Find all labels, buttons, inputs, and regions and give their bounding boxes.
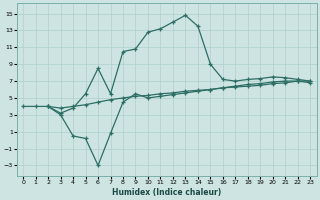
X-axis label: Humidex (Indice chaleur): Humidex (Indice chaleur) — [112, 188, 221, 197]
